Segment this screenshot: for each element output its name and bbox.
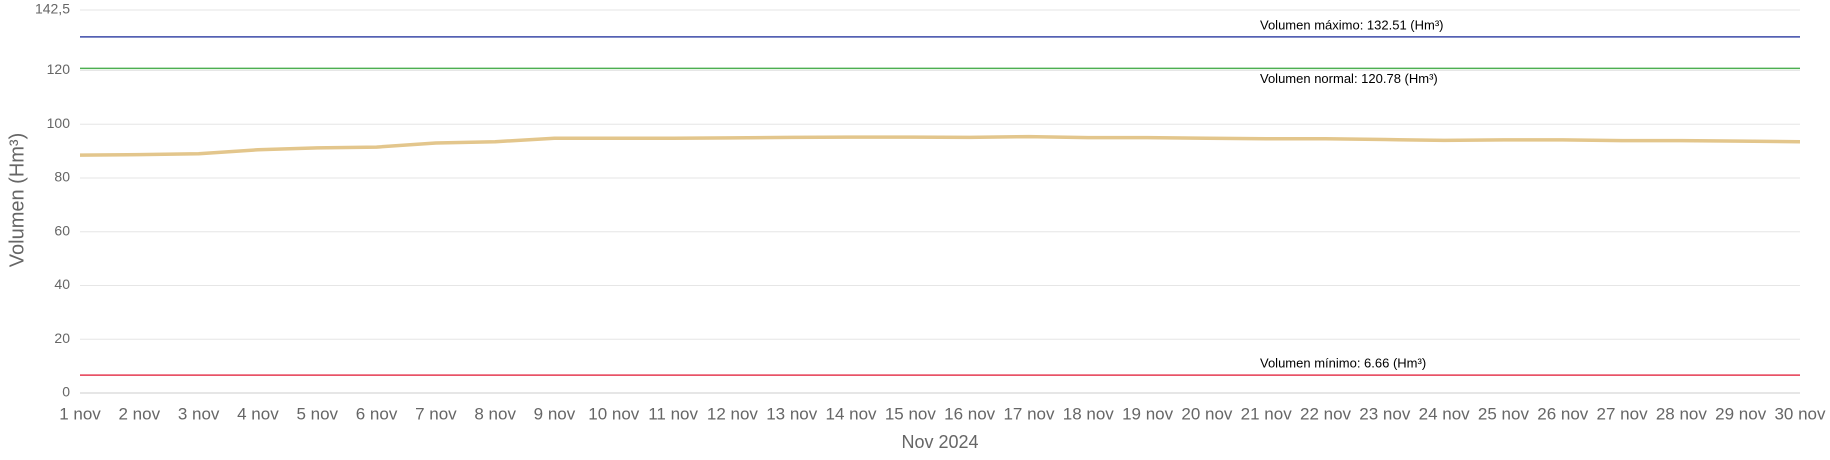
x-tick-label: 1 nov bbox=[59, 404, 101, 423]
x-tick-label: 5 nov bbox=[296, 404, 338, 423]
x-tick-label: 13 nov bbox=[766, 404, 818, 423]
x-tick-label: 8 nov bbox=[474, 404, 516, 423]
x-tick-label: 20 nov bbox=[1181, 404, 1233, 423]
x-tick-label: 9 nov bbox=[534, 404, 576, 423]
x-tick-label: 27 nov bbox=[1597, 404, 1649, 423]
x-tick-label: 16 nov bbox=[944, 404, 996, 423]
x-tick-label: 12 nov bbox=[707, 404, 759, 423]
x-tick-label: 23 nov bbox=[1359, 404, 1411, 423]
y-tick-label: 120 bbox=[47, 61, 71, 77]
x-tick-label: 7 nov bbox=[415, 404, 457, 423]
x-tick-label: 15 nov bbox=[885, 404, 937, 423]
y-tick-label: 100 bbox=[47, 115, 71, 131]
x-tick-label: 22 nov bbox=[1300, 404, 1352, 423]
x-tick-label: 4 nov bbox=[237, 404, 279, 423]
y-tick-label: 80 bbox=[54, 169, 70, 185]
x-tick-label: 26 nov bbox=[1537, 404, 1589, 423]
x-tick-label: 18 nov bbox=[1063, 404, 1115, 423]
y-tick-label: 40 bbox=[54, 276, 70, 292]
data-line bbox=[79, 134, 1801, 157]
x-tick-label: 21 nov bbox=[1241, 404, 1293, 423]
y-tick-label: 60 bbox=[54, 222, 70, 238]
x-tick-label: 6 nov bbox=[356, 404, 398, 423]
x-tick-label: 29 nov bbox=[1715, 404, 1767, 423]
x-tick-label: 11 nov bbox=[648, 404, 698, 423]
x-tick-label: 19 nov bbox=[1122, 404, 1174, 423]
x-tick-label: 25 nov bbox=[1478, 404, 1530, 423]
x-tick-label: 10 nov bbox=[588, 404, 640, 423]
x-tick-label: 24 nov bbox=[1419, 404, 1471, 423]
y-tick-label: 142,5 bbox=[35, 1, 70, 17]
x-tick-label: 3 nov bbox=[178, 404, 220, 423]
x-tick-label: 2 nov bbox=[119, 404, 161, 423]
reference-label: Volumen máximo: 132.51 (Hm³) bbox=[1260, 17, 1444, 32]
x-tick-label: 30 nov bbox=[1774, 404, 1826, 423]
x-tick-label: 14 nov bbox=[826, 404, 878, 423]
x-tick-label: 28 nov bbox=[1656, 404, 1708, 423]
y-tick-label: 20 bbox=[54, 330, 70, 346]
reference-label: Volumen normal: 120.78 (Hm³) bbox=[1260, 71, 1438, 86]
x-axis-title: Nov 2024 bbox=[901, 432, 978, 452]
x-tick-label: 17 nov bbox=[1003, 404, 1055, 423]
reference-label: Volumen mínimo: 6.66 (Hm³) bbox=[1260, 356, 1426, 371]
y-tick-label: 0 bbox=[62, 384, 70, 400]
y-axis-title: Volumen (Hm³) bbox=[6, 133, 28, 267]
